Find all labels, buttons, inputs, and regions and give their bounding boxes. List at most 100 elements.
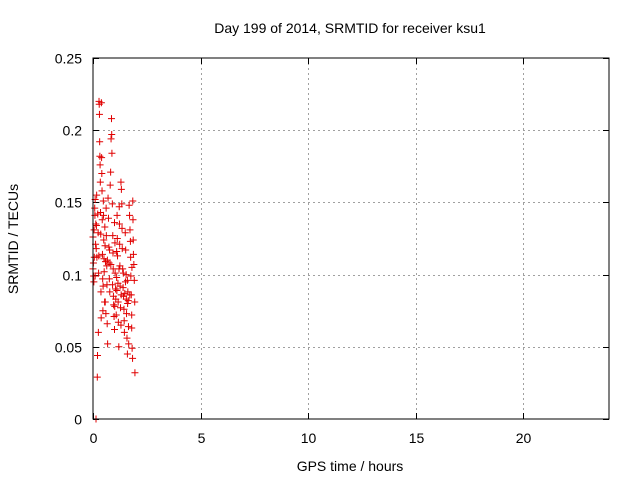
data-point bbox=[99, 282, 107, 290]
data-point bbox=[106, 288, 114, 296]
data-point bbox=[124, 297, 132, 305]
data-point bbox=[103, 320, 111, 328]
data-point bbox=[104, 194, 112, 202]
data-point bbox=[118, 200, 126, 208]
data-point bbox=[119, 269, 127, 277]
data-point bbox=[113, 273, 121, 281]
data-point bbox=[114, 252, 122, 260]
data-point bbox=[104, 214, 112, 222]
data-point bbox=[121, 278, 129, 286]
data-point bbox=[100, 268, 108, 276]
data-point bbox=[93, 373, 101, 381]
data-point bbox=[129, 354, 137, 362]
data-point bbox=[126, 291, 134, 299]
data-point bbox=[100, 211, 108, 219]
data-point bbox=[117, 178, 125, 186]
data-point bbox=[118, 224, 126, 232]
data-point bbox=[111, 239, 119, 247]
data-point bbox=[113, 211, 121, 219]
x-tick-label: 20 bbox=[516, 430, 532, 446]
data-point bbox=[124, 299, 132, 307]
data-point bbox=[128, 324, 136, 332]
data-point bbox=[95, 252, 103, 260]
data-point bbox=[112, 285, 120, 293]
data-point bbox=[103, 256, 111, 264]
data-point bbox=[117, 291, 125, 299]
data-point bbox=[121, 289, 129, 297]
data-point bbox=[115, 220, 123, 228]
x-tick-label: 10 bbox=[301, 430, 317, 446]
data-point bbox=[94, 351, 102, 359]
data-point bbox=[105, 275, 113, 283]
data-point bbox=[120, 305, 128, 313]
data-point bbox=[101, 223, 109, 231]
data-point bbox=[99, 307, 107, 315]
data-point bbox=[98, 154, 106, 162]
data-point bbox=[99, 275, 107, 283]
data-point bbox=[96, 138, 104, 146]
data-point bbox=[123, 350, 131, 358]
data-point bbox=[92, 245, 100, 253]
data-point bbox=[93, 191, 101, 199]
data-point bbox=[92, 222, 100, 230]
data-point bbox=[95, 269, 103, 277]
grid-lines bbox=[93, 58, 609, 419]
data-point bbox=[91, 204, 99, 212]
data-point bbox=[90, 226, 98, 234]
data-point bbox=[113, 247, 121, 255]
data-point bbox=[109, 281, 117, 289]
data-point bbox=[108, 131, 116, 139]
data-point bbox=[110, 301, 118, 309]
data-point bbox=[96, 161, 104, 169]
data-point bbox=[101, 242, 109, 250]
data-point bbox=[117, 321, 125, 329]
y-tick-label: 0.15 bbox=[55, 195, 82, 211]
data-point bbox=[125, 340, 133, 348]
data-point bbox=[108, 149, 116, 157]
data-point bbox=[107, 168, 115, 176]
data-point bbox=[108, 200, 116, 208]
data-point bbox=[104, 340, 112, 348]
x-tick-labels: 0 5 10 15 20 bbox=[90, 430, 532, 446]
data-point bbox=[98, 216, 106, 224]
data-point bbox=[101, 298, 109, 306]
data-point bbox=[116, 240, 124, 248]
chart-title: Day 199 of 2014, SRMTID for receiver ksu… bbox=[214, 20, 486, 36]
data-point bbox=[131, 369, 139, 377]
data-point bbox=[113, 235, 121, 242]
data-point bbox=[107, 115, 115, 123]
data-point bbox=[111, 302, 119, 310]
data-point bbox=[111, 269, 119, 277]
data-point bbox=[129, 236, 137, 244]
data-point bbox=[106, 181, 114, 189]
data-point bbox=[120, 317, 128, 325]
data-point bbox=[94, 328, 102, 336]
axis-ticks bbox=[93, 58, 609, 420]
data-point bbox=[130, 276, 138, 284]
data-point bbox=[117, 304, 125, 312]
data-point bbox=[96, 178, 104, 186]
y-tick-label: 0.25 bbox=[55, 51, 82, 67]
data-point bbox=[102, 232, 110, 240]
data-point bbox=[127, 272, 135, 280]
data-point bbox=[122, 246, 130, 254]
data-point bbox=[126, 226, 134, 234]
data-point bbox=[105, 243, 113, 251]
data-point bbox=[98, 250, 106, 258]
data-point bbox=[129, 197, 137, 205]
data-point bbox=[90, 272, 98, 280]
data-point bbox=[112, 311, 120, 319]
data-point bbox=[107, 260, 115, 268]
data-point bbox=[123, 310, 131, 318]
x-axis-label: GPS time / hours bbox=[297, 458, 404, 474]
data-point bbox=[131, 298, 139, 306]
data-point bbox=[102, 204, 110, 212]
data-point bbox=[128, 311, 136, 319]
data-point bbox=[106, 246, 114, 254]
x-tick-label: 5 bbox=[198, 430, 206, 446]
data-point bbox=[124, 323, 132, 331]
data-point bbox=[120, 328, 128, 336]
data-point bbox=[100, 255, 108, 263]
y-tick-label: 0.1 bbox=[63, 268, 83, 284]
